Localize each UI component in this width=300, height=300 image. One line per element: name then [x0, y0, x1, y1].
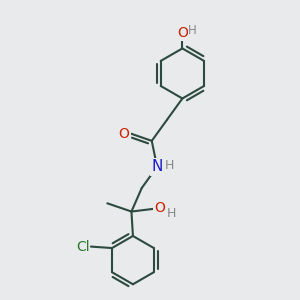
Text: O: O [177, 26, 188, 40]
Text: O: O [154, 201, 165, 215]
Text: O: O [119, 127, 130, 140]
Text: N: N [152, 159, 163, 174]
Text: H: H [188, 24, 197, 37]
Text: H: H [164, 159, 174, 172]
Text: Cl: Cl [76, 240, 89, 254]
Text: H: H [167, 207, 176, 220]
